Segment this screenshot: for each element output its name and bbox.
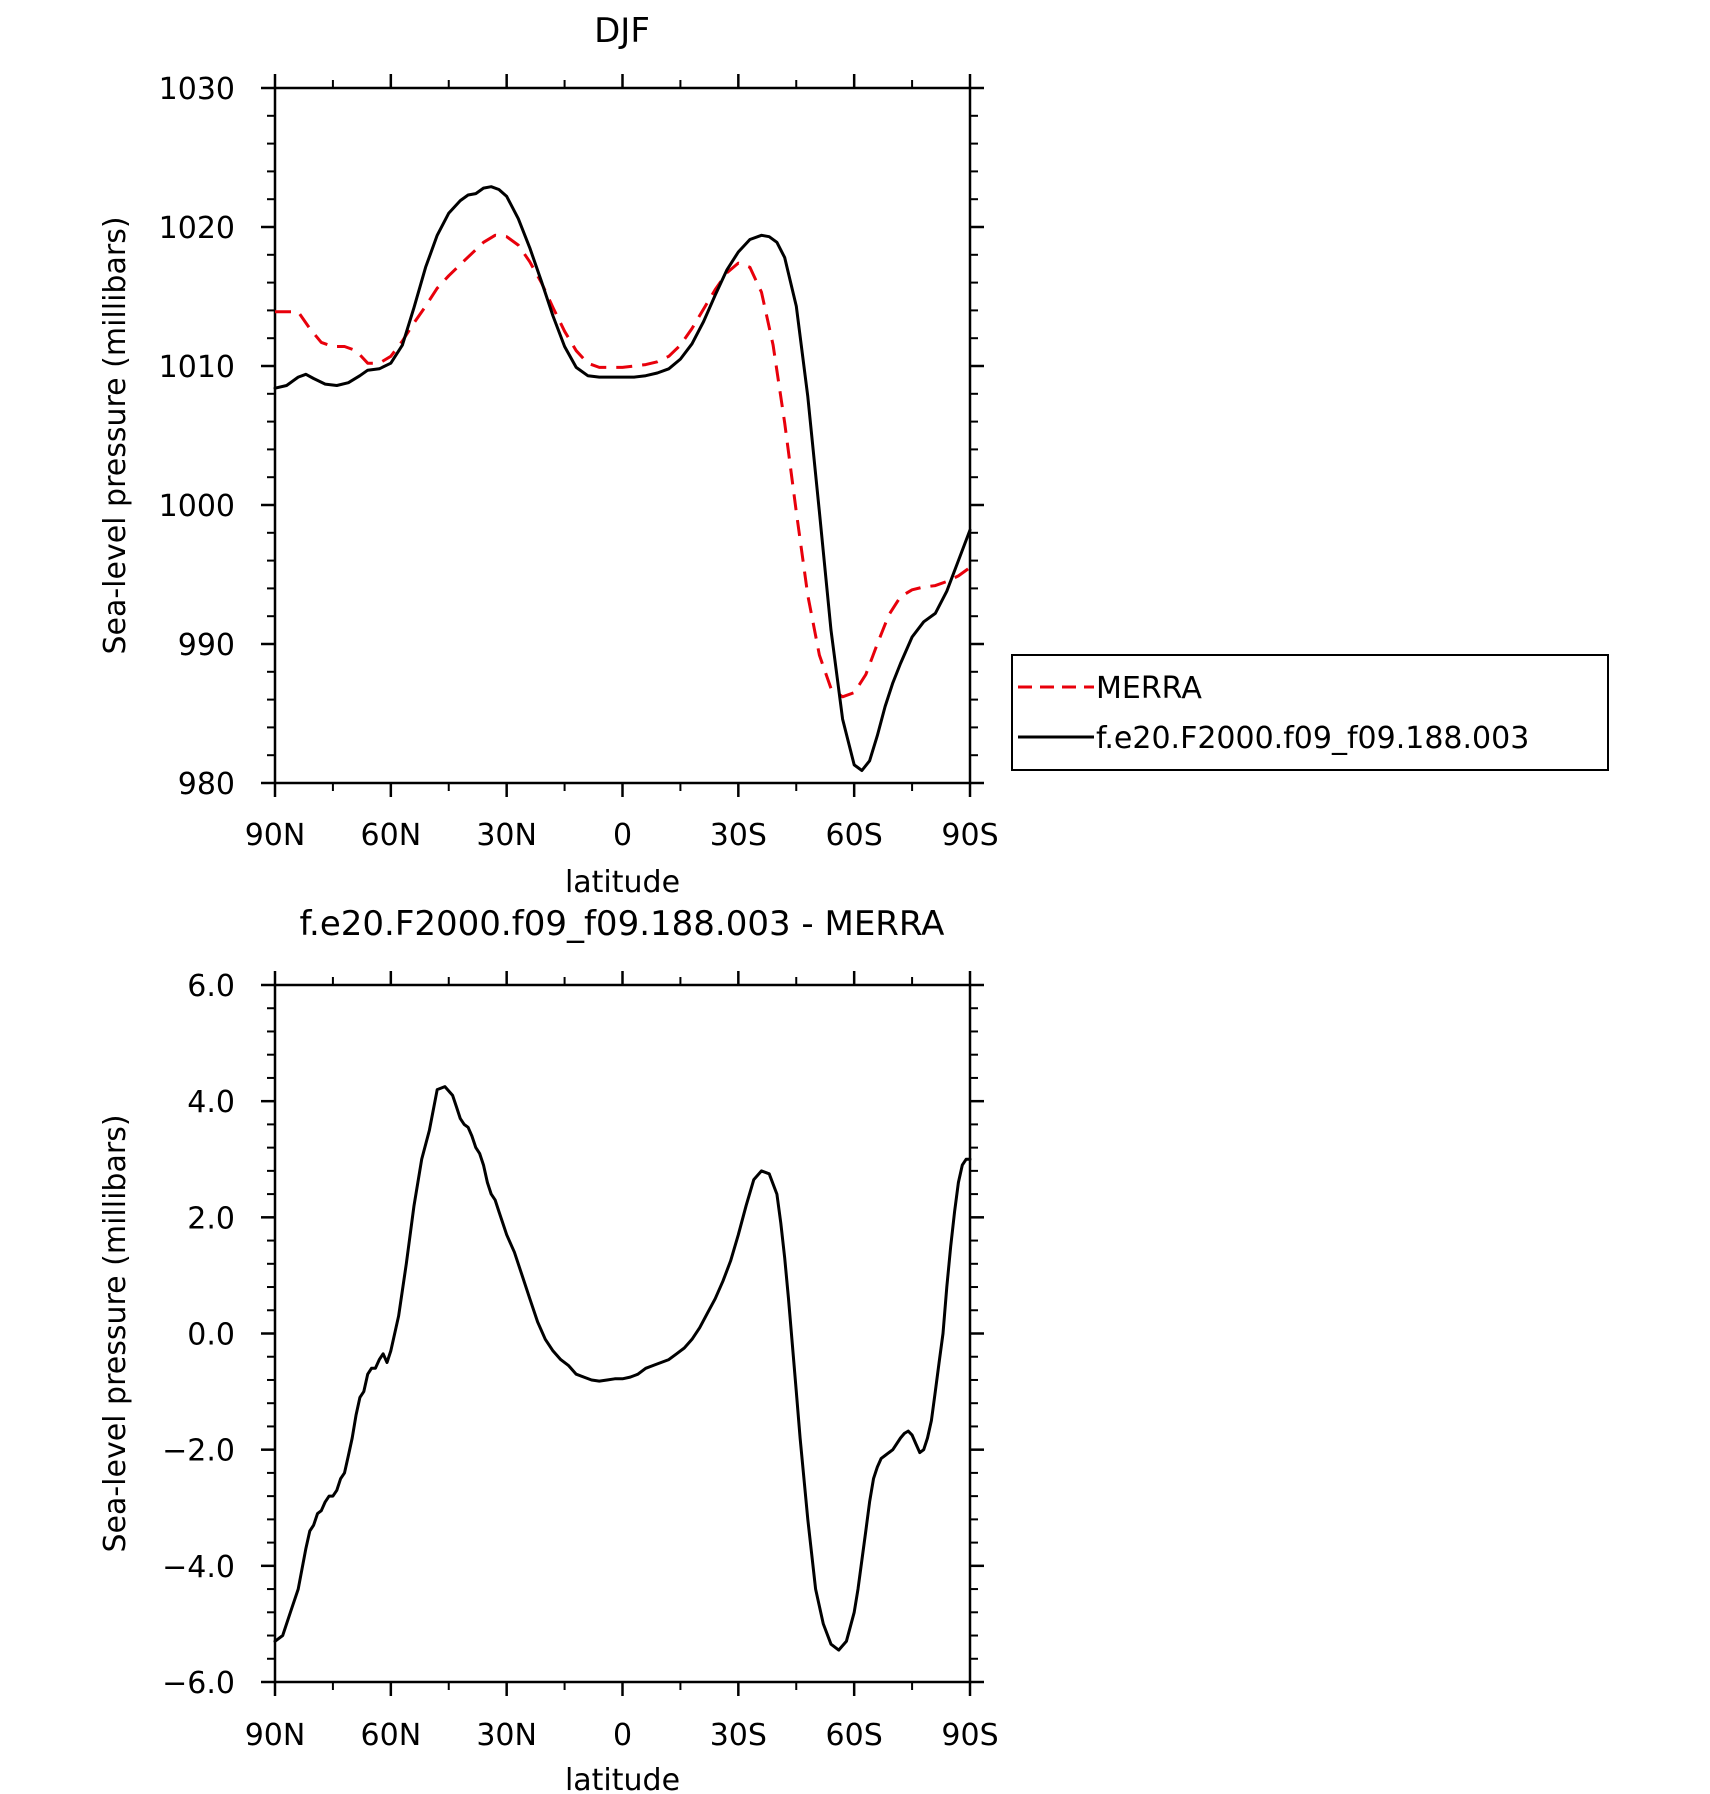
x-tick-label: 30S	[710, 1718, 767, 1753]
y-tick-label: 4.0	[187, 1085, 235, 1120]
x-axis-label: latitude	[565, 1763, 680, 1794]
y-tick-label: 2.0	[187, 1201, 235, 1236]
y-tick-label: 0.0	[187, 1318, 235, 1353]
legend-box	[1011, 654, 1609, 771]
x-tick-label: 30N	[476, 818, 537, 853]
legend-label: MERRA	[1096, 671, 1202, 706]
top-panel-chart: DJF 90N 60N 30N 0 30S 60S 90S 980 990 1000 1010 1020…	[98, 11, 1609, 900]
series-line-f-e20-f2000-f09-f09-188-003	[273, 185, 972, 772]
x-tick-label: 0	[613, 818, 632, 853]
y-tick-label: −4.0	[162, 1550, 235, 1585]
y-axis-label: Sea-level pressure (millibars)	[98, 1114, 133, 1552]
bottom-panel-chart: f.e20.F2000.f09_f09.188.003 - MERRA 90N 60…	[98, 904, 999, 1794]
legend: MERRA f.e20.F2000.f09_f09.188.003	[1011, 654, 1609, 771]
series-line-merra	[275, 233, 971, 699]
x-tick-label: 60N	[361, 1718, 422, 1753]
y-axis-label: Sea-level pressure (millibars)	[98, 216, 133, 654]
chart-title: f.e20.F2000.f09_f09.188.003 - MERRA	[300, 904, 945, 944]
x-tick-label: 0	[613, 1718, 632, 1753]
y-tick-label: 990	[178, 628, 235, 663]
x-tick-label: 90S	[941, 818, 998, 853]
x-tick-label: 30N	[476, 1718, 537, 1753]
x-axis-label: latitude	[565, 865, 680, 900]
y-tick-label: 1030	[159, 72, 235, 107]
y-tick-label: 6.0	[187, 969, 235, 1004]
series-line-difference	[273, 1085, 972, 1652]
plot-frame	[273, 86, 972, 785]
y-tick-label: 1000	[159, 489, 235, 524]
plot-frame	[273, 983, 972, 1684]
x-tick-label: 60N	[361, 818, 422, 853]
x-tick-label: 90N	[245, 1718, 306, 1753]
x-tick-label: 30S	[710, 818, 767, 853]
chart-title: DJF	[594, 11, 650, 51]
legend-label: f.e20.F2000.f09_f09.188.003	[1096, 721, 1529, 756]
y-tick-label: −6.0	[162, 1666, 235, 1701]
x-tick-label: 90S	[941, 1718, 998, 1753]
x-tick-label: 90N	[245, 818, 306, 853]
x-tick-label: 60S	[826, 818, 883, 853]
y-tick-label: 1010	[159, 350, 235, 385]
y-tick-label: 980	[178, 767, 235, 802]
y-tick-label: 1020	[159, 211, 235, 246]
y-tick-label: −2.0	[162, 1434, 235, 1469]
x-tick-label: 60S	[826, 1718, 883, 1753]
